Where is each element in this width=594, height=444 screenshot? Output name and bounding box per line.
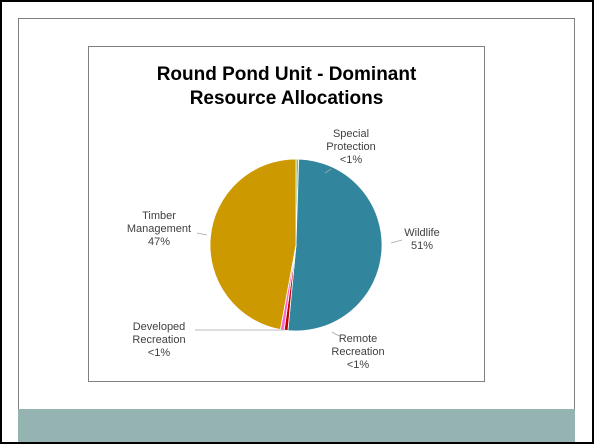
leader-line-timber-management <box>196 232 208 236</box>
chart-title-line-2: Resource Allocations <box>189 88 384 109</box>
pie-slice-timber-management <box>209 158 297 331</box>
pie-slice-wildlife <box>287 158 383 332</box>
leader-line-wildlife <box>390 239 403 244</box>
data-label-special-protection: Special Protection <1% <box>326 128 376 166</box>
data-label-wildlife: Wildlife 51% <box>404 227 439 252</box>
leader-line-remote-recreation <box>331 331 340 337</box>
pie-chart: Special Protection <1% Wildlife 51% Remote Rec… <box>127 128 440 371</box>
slide-top-border <box>18 18 574 19</box>
chart-title: Round Pond Unit - Dominant Resource Allo… <box>89 63 484 111</box>
slide-left-border <box>18 18 19 409</box>
data-label-developed-recreation: Developed Recreation <1% <box>132 321 185 359</box>
leader-line-special-protection <box>324 168 332 174</box>
data-label-remote-recreation: Remote Recreation <1% <box>331 333 384 371</box>
chart-container: Round Pond Unit - Dominant Resource Allo… <box>88 46 485 382</box>
data-label-timber-management: Timber Management 47% <box>127 210 191 248</box>
slide-right-border <box>574 18 575 409</box>
chart-title-line-1: Round Pond Unit - Dominant <box>156 64 417 85</box>
slide-footer-bar <box>18 409 575 442</box>
